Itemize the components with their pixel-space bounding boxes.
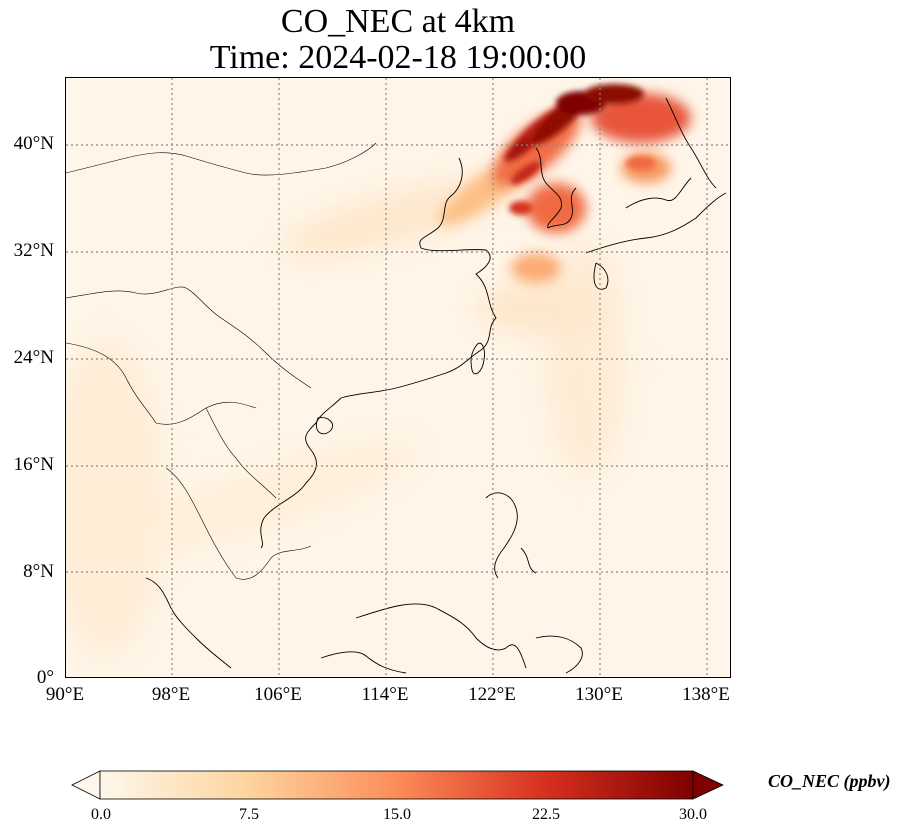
- colorbar-tick-label: 30.0: [679, 806, 707, 823]
- map-title: CO_NEC at 4km: [280, 3, 516, 40]
- graticule: [66, 78, 730, 677]
- colorbar-extend-min: [71, 770, 101, 800]
- lon-tick-label: 138°E: [682, 684, 730, 705]
- colorbar-tick-label: 15.0: [383, 806, 411, 823]
- concentration-plume-core: [504, 84, 656, 215]
- lon-tick-label: 98°E: [151, 684, 191, 705]
- lon-tick-label: 122°E: [468, 684, 516, 705]
- coastlines: [145, 97, 727, 674]
- colorbar-tick-label: 7.5: [239, 806, 259, 823]
- lat-tick-label: 0°: [36, 667, 54, 688]
- lat-tick-label: 40°N: [13, 133, 54, 154]
- colorbar-extend-max: [692, 770, 724, 800]
- country-borders: [66, 142, 377, 580]
- colorbar-tick-label: 22.5: [532, 806, 560, 823]
- lat-tick-label: 16°N: [13, 454, 54, 475]
- lon-tick-label: 90°E: [45, 684, 85, 705]
- colorbar-gradient: [99, 770, 694, 800]
- concentration-faint-field: [66, 178, 626, 658]
- lat-tick-label: 8°N: [23, 561, 54, 582]
- map-subtitle-time: Time: 2024-02-18 19:00:00: [209, 39, 587, 76]
- colorbar-svg: [71, 770, 724, 800]
- lon-tick-label: 114°E: [361, 684, 409, 705]
- lat-tick-label: 24°N: [13, 347, 54, 368]
- colorbar-tick-label: 0.0: [91, 806, 111, 823]
- map-panel: [65, 77, 731, 678]
- map-svg: [66, 78, 730, 677]
- lat-tick-label: 32°N: [13, 240, 54, 261]
- lon-tick-label: 106°E: [254, 684, 302, 705]
- colorbar-label: CO_NEC (ppbv): [768, 771, 891, 791]
- colorbar: [70, 770, 725, 800]
- lon-tick-label: 130°E: [575, 684, 623, 705]
